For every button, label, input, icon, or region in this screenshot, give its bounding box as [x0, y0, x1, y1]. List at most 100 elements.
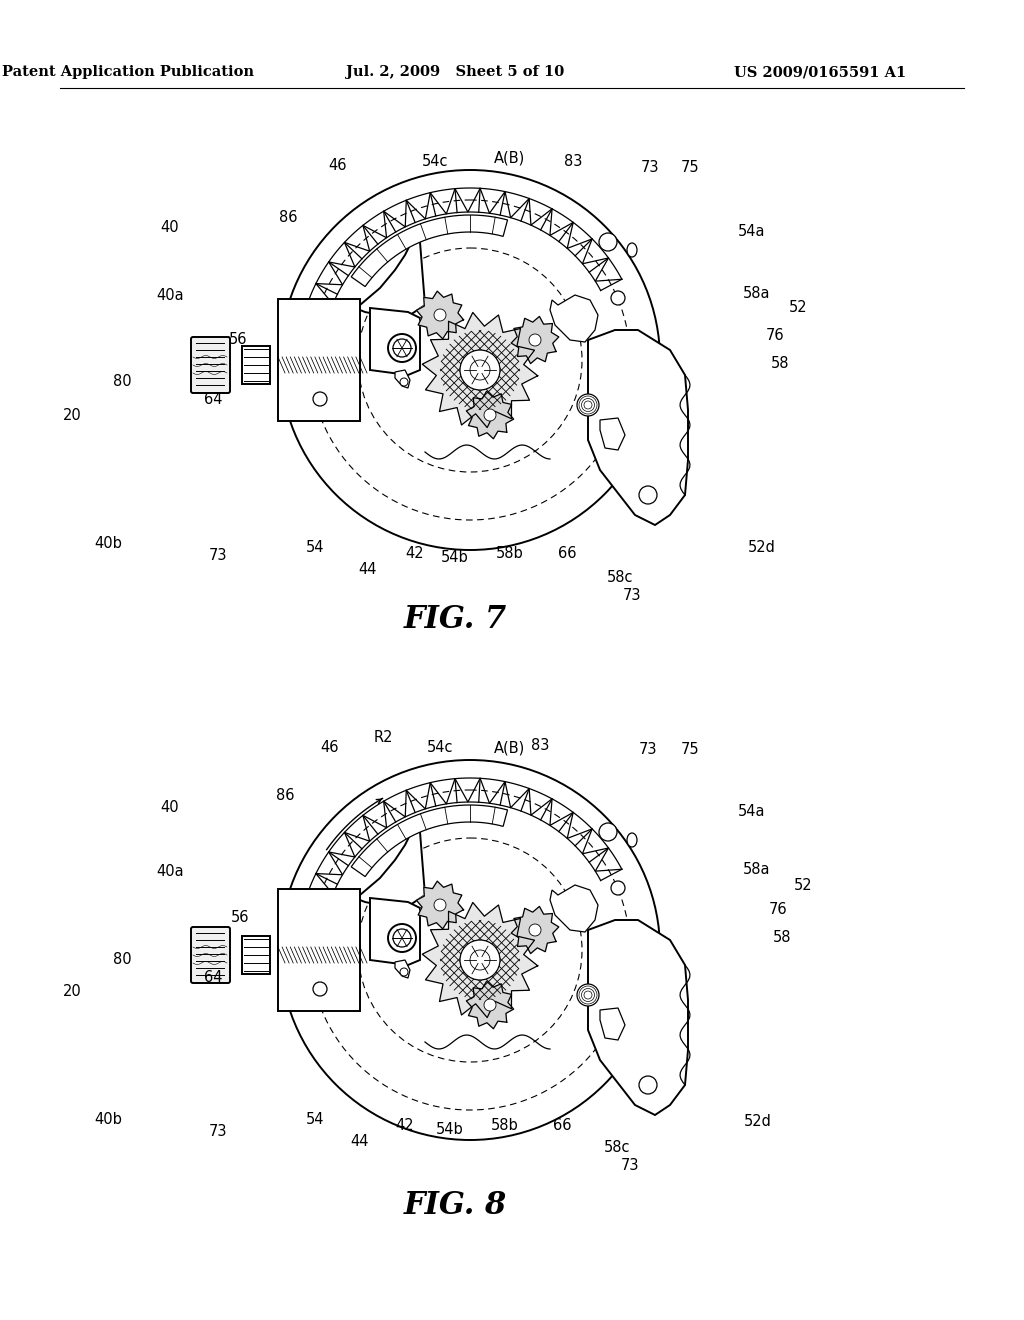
- Circle shape: [484, 409, 496, 421]
- Text: 20: 20: [62, 408, 81, 422]
- Text: 66: 66: [558, 545, 577, 561]
- FancyBboxPatch shape: [191, 927, 230, 983]
- Text: Jul. 2, 2009   Sheet 5 of 10: Jul. 2, 2009 Sheet 5 of 10: [346, 65, 564, 79]
- Text: 40: 40: [161, 220, 179, 235]
- Polygon shape: [278, 946, 360, 964]
- Circle shape: [611, 880, 625, 895]
- Polygon shape: [511, 907, 559, 953]
- Circle shape: [434, 309, 446, 321]
- Circle shape: [599, 234, 617, 251]
- Text: 83: 83: [530, 738, 549, 752]
- Text: 54c: 54c: [422, 153, 449, 169]
- Circle shape: [484, 999, 496, 1011]
- Circle shape: [313, 982, 327, 997]
- Polygon shape: [306, 779, 622, 896]
- Circle shape: [460, 940, 500, 979]
- Polygon shape: [588, 920, 688, 1115]
- Text: 40b: 40b: [94, 1113, 122, 1127]
- Polygon shape: [355, 828, 425, 908]
- Circle shape: [577, 393, 599, 416]
- Text: 42: 42: [395, 1118, 415, 1133]
- Text: 75: 75: [681, 742, 699, 758]
- Polygon shape: [600, 418, 625, 450]
- Text: 56: 56: [228, 333, 247, 347]
- Text: 86: 86: [275, 788, 294, 803]
- Text: 52d: 52d: [749, 540, 776, 556]
- Polygon shape: [550, 884, 598, 932]
- Circle shape: [400, 378, 408, 385]
- Text: 56: 56: [230, 911, 249, 925]
- Text: 86: 86: [279, 210, 297, 226]
- Text: 58b: 58b: [492, 1118, 519, 1133]
- Text: 73: 73: [209, 1125, 227, 1139]
- Circle shape: [529, 924, 541, 936]
- Polygon shape: [511, 317, 559, 363]
- Text: 64: 64: [204, 970, 222, 986]
- Polygon shape: [306, 189, 622, 306]
- Circle shape: [388, 334, 416, 362]
- Polygon shape: [351, 215, 508, 286]
- Circle shape: [577, 983, 599, 1006]
- Circle shape: [280, 170, 660, 550]
- Text: 20: 20: [62, 985, 81, 999]
- Text: 73: 73: [621, 1158, 639, 1172]
- Text: 73: 73: [641, 161, 659, 176]
- Text: 40b: 40b: [94, 536, 122, 550]
- Text: 54a: 54a: [738, 224, 766, 239]
- Polygon shape: [417, 292, 464, 339]
- Polygon shape: [422, 903, 538, 1018]
- Text: 64: 64: [204, 392, 222, 408]
- Text: 40a: 40a: [157, 288, 184, 302]
- Text: 80: 80: [113, 953, 131, 968]
- Text: US 2009/0165591 A1: US 2009/0165591 A1: [734, 65, 906, 79]
- Text: 73: 73: [639, 742, 657, 758]
- Text: 76: 76: [769, 903, 787, 917]
- Text: 54c: 54c: [427, 741, 454, 755]
- Text: A(B): A(B): [495, 741, 525, 755]
- Polygon shape: [351, 805, 508, 876]
- Text: 46: 46: [329, 157, 347, 173]
- Circle shape: [313, 392, 327, 407]
- Polygon shape: [370, 898, 420, 965]
- Bar: [278, 300, 360, 421]
- Text: 54a: 54a: [738, 804, 766, 820]
- Text: 42: 42: [406, 545, 424, 561]
- Text: 58b: 58b: [496, 545, 524, 561]
- Text: 73: 73: [623, 587, 641, 602]
- Text: 58a: 58a: [743, 285, 771, 301]
- Circle shape: [611, 290, 625, 305]
- Text: 76: 76: [766, 327, 784, 342]
- Polygon shape: [370, 308, 420, 375]
- FancyBboxPatch shape: [242, 346, 270, 384]
- Text: 58: 58: [773, 931, 792, 945]
- Polygon shape: [550, 294, 598, 342]
- Circle shape: [388, 924, 416, 952]
- Polygon shape: [355, 238, 425, 318]
- FancyBboxPatch shape: [242, 936, 270, 974]
- Text: R2: R2: [374, 730, 393, 746]
- Bar: [278, 888, 360, 1011]
- Text: 58: 58: [771, 355, 790, 371]
- Circle shape: [434, 899, 446, 911]
- Circle shape: [639, 486, 657, 504]
- Text: 58a: 58a: [743, 862, 771, 878]
- FancyBboxPatch shape: [191, 337, 230, 393]
- Text: 83: 83: [564, 153, 583, 169]
- Text: 80: 80: [113, 375, 131, 389]
- Text: 46: 46: [321, 741, 339, 755]
- Ellipse shape: [627, 833, 637, 847]
- Text: 75: 75: [681, 161, 699, 176]
- Circle shape: [460, 350, 500, 389]
- Polygon shape: [466, 981, 514, 1028]
- Polygon shape: [422, 313, 538, 428]
- Text: 52d: 52d: [744, 1114, 772, 1130]
- Circle shape: [400, 968, 408, 975]
- Text: 40: 40: [161, 800, 179, 816]
- Polygon shape: [278, 356, 360, 374]
- Text: 66: 66: [553, 1118, 571, 1133]
- Text: 44: 44: [358, 562, 377, 578]
- Polygon shape: [600, 1008, 625, 1040]
- Circle shape: [280, 760, 660, 1140]
- Text: 58c: 58c: [607, 569, 633, 585]
- Polygon shape: [588, 330, 688, 525]
